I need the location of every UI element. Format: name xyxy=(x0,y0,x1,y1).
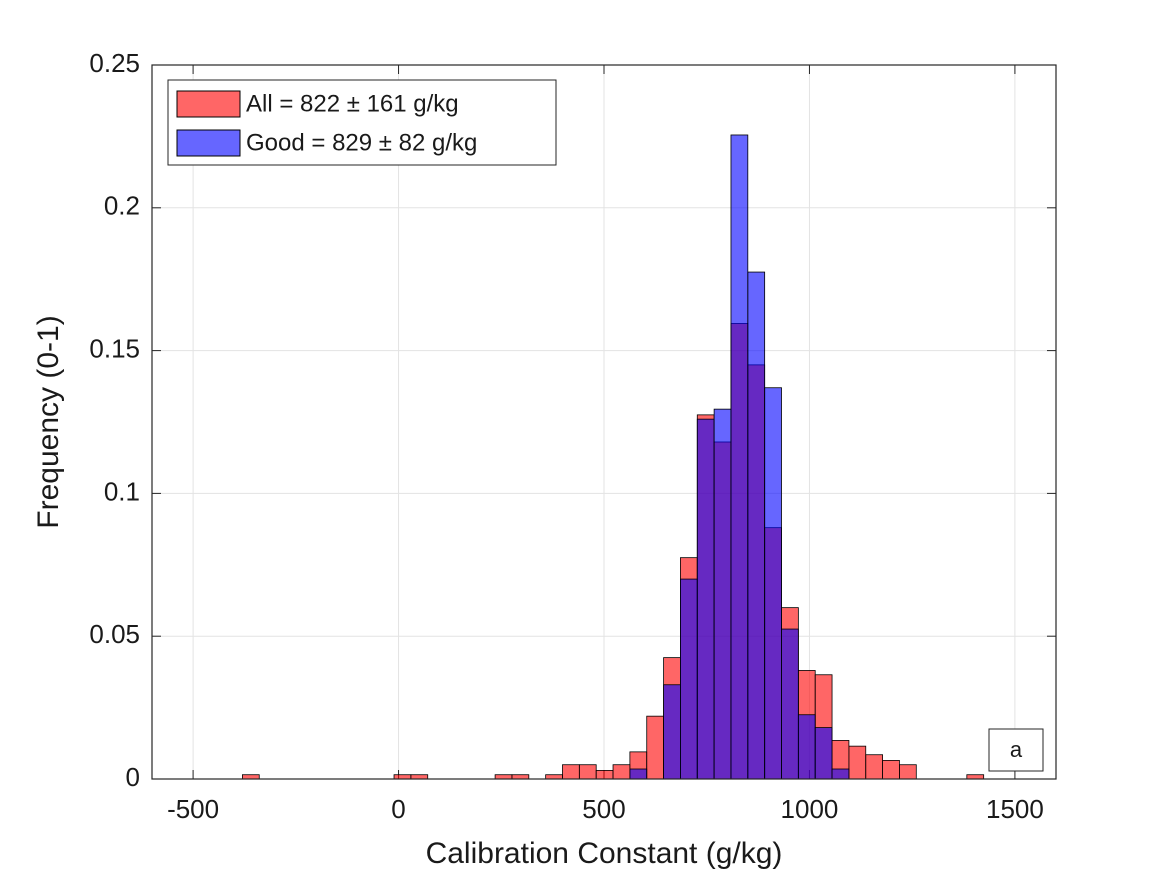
histogram-bar xyxy=(393,774,412,780)
histogram-bar xyxy=(899,764,917,780)
histogram-bar xyxy=(696,418,715,780)
histogram-bar xyxy=(747,271,766,780)
x-axis-label: Calibration Constant (g/kg) xyxy=(426,837,783,870)
histogram-bar xyxy=(781,628,799,780)
histogram-bar xyxy=(730,134,749,780)
histogram-bar xyxy=(680,578,698,780)
histogram-bar xyxy=(578,764,597,780)
histogram-bar xyxy=(595,770,614,780)
x-tick-label: 500 xyxy=(582,794,625,824)
x-tick-label: 1500 xyxy=(986,794,1044,824)
x-tick-label: 1000 xyxy=(781,794,839,824)
histogram-bar xyxy=(612,764,631,780)
y-axis-label: Frequency (0-1) xyxy=(32,315,65,528)
histogram-bar xyxy=(713,408,732,780)
x-tick-label: -500 xyxy=(167,794,219,824)
axes-box xyxy=(151,64,1057,780)
histogram-bar xyxy=(241,774,260,780)
legend-swatch xyxy=(176,90,241,118)
histogram-bar xyxy=(814,727,833,780)
annotation-box xyxy=(988,728,1044,772)
histogram-bar xyxy=(629,768,648,780)
histogram-bar xyxy=(511,774,530,780)
histogram-bar xyxy=(966,774,985,780)
y-tick-label: 0.05 xyxy=(89,619,140,649)
y-tick-label: 0 xyxy=(126,762,140,792)
histogram-bar xyxy=(494,774,513,780)
y-tick-label: 0.2 xyxy=(104,191,140,221)
histogram-bar xyxy=(764,387,782,780)
legend-swatch xyxy=(176,129,241,157)
y-tick-label: 0.25 xyxy=(89,48,140,78)
histogram-bar xyxy=(797,714,816,780)
histogram-bar xyxy=(882,760,900,780)
legend-label: Good = 829 ± 82 g/kg xyxy=(246,129,477,156)
histogram-bar xyxy=(831,768,850,780)
y-tick-label: 0.15 xyxy=(89,333,140,363)
y-tick-label: 0.1 xyxy=(104,476,140,506)
histogram-bar xyxy=(562,764,580,780)
x-tick-label: 0 xyxy=(391,794,405,824)
histogram-bar xyxy=(646,715,664,780)
legend-label: All = 822 ± 161 g/kg xyxy=(246,90,459,117)
histogram-bar xyxy=(848,745,867,780)
histogram-bar xyxy=(663,684,681,780)
histogram-bar xyxy=(865,754,883,780)
annotation: a xyxy=(1010,737,1023,762)
histogram-bar xyxy=(545,774,563,780)
histogram-bar xyxy=(410,774,429,780)
